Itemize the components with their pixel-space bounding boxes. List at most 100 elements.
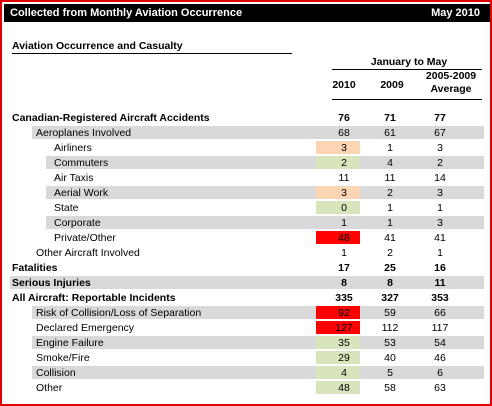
value-average: 66 (434, 307, 446, 319)
row-label: Fatalities (12, 262, 58, 274)
table-row: State 0 1 1 (2, 200, 492, 215)
value-2009: 11 (384, 172, 396, 184)
period-divider (332, 69, 482, 70)
table-row: Private/Other 48 41 41 (2, 230, 492, 245)
value-2009: 1 (387, 142, 393, 154)
value-average: 1 (437, 202, 443, 214)
value-2009: 1 (387, 202, 393, 214)
value-2010: 35 (338, 337, 350, 349)
row-label: Canadian-Registered Aircraft Accidents (12, 112, 210, 124)
value-average: 77 (434, 112, 446, 124)
row-label: Risk of Collision/Loss of Separation (36, 307, 202, 319)
column-header-average-line1: 2005-2009 (425, 70, 477, 82)
period-label: January to May (370, 56, 448, 68)
value-average: 117 (431, 322, 449, 334)
value-2009: 25 (384, 262, 396, 274)
value-2009: 71 (384, 112, 396, 124)
value-average: 54 (434, 337, 446, 349)
section-title: Aviation Occurrence and Casualty (12, 40, 183, 52)
row-label: Corporate (54, 217, 101, 229)
row-band (32, 306, 484, 319)
column-header-average-line2: Average (430, 83, 472, 95)
value-2009: 41 (384, 232, 396, 244)
row-band (32, 366, 484, 379)
value-average: 353 (431, 292, 449, 304)
row-band (32, 126, 484, 139)
table-row: Other 48 58 63 (2, 380, 492, 395)
highlight-cell-2010 (316, 141, 360, 154)
value-2010: 1 (341, 217, 347, 229)
row-label: Other Aircraft Involved (36, 247, 140, 259)
highlight-cell-2010 (316, 156, 360, 169)
value-2010: 3 (341, 142, 347, 154)
row-label: Aerial Work (54, 187, 109, 199)
table-row: Serious Injuries 8 8 11 (2, 275, 492, 290)
value-2010: 29 (338, 352, 350, 364)
value-2010: 0 (341, 202, 347, 214)
value-2010: 48 (338, 382, 350, 394)
row-label: Declared Emergency (36, 322, 135, 334)
row-band (32, 336, 484, 349)
value-average: 16 (434, 262, 446, 274)
value-2010: 92 (338, 307, 350, 319)
highlight-cell-2010 (316, 351, 360, 364)
table-row: Canadian-Registered Aircraft Accidents 76… (2, 110, 492, 125)
highlight-cell-2010 (316, 321, 360, 334)
value-average: 3 (437, 217, 443, 229)
highlight-cell-2010 (316, 381, 360, 394)
highlight-cell-2010 (316, 336, 360, 349)
value-average: 67 (434, 127, 446, 139)
value-2010: 17 (338, 262, 350, 274)
row-band (46, 186, 484, 199)
highlight-cell-2010 (316, 231, 360, 244)
value-2010: 1 (341, 247, 347, 259)
value-2010: 48 (338, 232, 350, 244)
highlight-cell-2010 (316, 186, 360, 199)
highlight-cell-2010 (316, 366, 360, 379)
value-2010: 76 (338, 112, 350, 124)
value-2009: 8 (387, 277, 393, 289)
table-row: Declared Emergency 127 112 117 (2, 320, 492, 335)
value-2009: 58 (384, 382, 396, 394)
report-date: May 2010 (431, 7, 480, 19)
value-average: 2 (437, 157, 443, 169)
row-label: Serious Injuries (12, 277, 91, 289)
table-row: Airliners 3 1 3 (2, 140, 492, 155)
value-2009: 40 (384, 352, 396, 364)
value-2010: 335 (335, 292, 353, 304)
section-divider (12, 53, 292, 54)
value-2010: 68 (338, 127, 350, 139)
value-2009: 53 (384, 337, 396, 349)
value-2010: 8 (341, 277, 347, 289)
table-row: Air Taxis 11 11 14 (2, 170, 492, 185)
table-row: Aerial Work 3 2 3 (2, 185, 492, 200)
value-average: 46 (434, 352, 446, 364)
report-source-title: Collected from Monthly Aviation Occurren… (10, 7, 243, 19)
value-2009: 4 (387, 157, 393, 169)
row-label: Commuters (54, 157, 109, 169)
table-row: Risk of Collision/Loss of Separation 92 59… (2, 305, 492, 320)
value-2010: 2 (341, 157, 347, 169)
value-2009: 2 (387, 247, 393, 259)
highlight-cell-2010 (316, 306, 360, 319)
row-label: Engine Failure (36, 337, 104, 349)
table-row: Engine Failure 35 53 54 (2, 335, 492, 350)
row-band (46, 216, 484, 229)
table-row: All Aircraft: Reportable Incidents 335 327… (2, 290, 492, 305)
row-label: State (54, 202, 79, 214)
value-2010: 4 (341, 367, 347, 379)
value-2009: 5 (387, 367, 393, 379)
value-average: 3 (437, 187, 443, 199)
row-label: Air Taxis (54, 172, 94, 184)
value-average: 63 (434, 382, 446, 394)
row-band (10, 276, 484, 289)
value-average: 1 (437, 247, 443, 259)
row-label: Private/Other (54, 232, 116, 244)
value-average: 41 (434, 232, 446, 244)
table-row: Corporate 1 1 3 (2, 215, 492, 230)
value-average: 14 (434, 172, 446, 184)
table-row: Smoke/Fire 29 40 46 (2, 350, 492, 365)
value-2010: 11 (338, 172, 350, 184)
value-2009: 1 (387, 217, 393, 229)
